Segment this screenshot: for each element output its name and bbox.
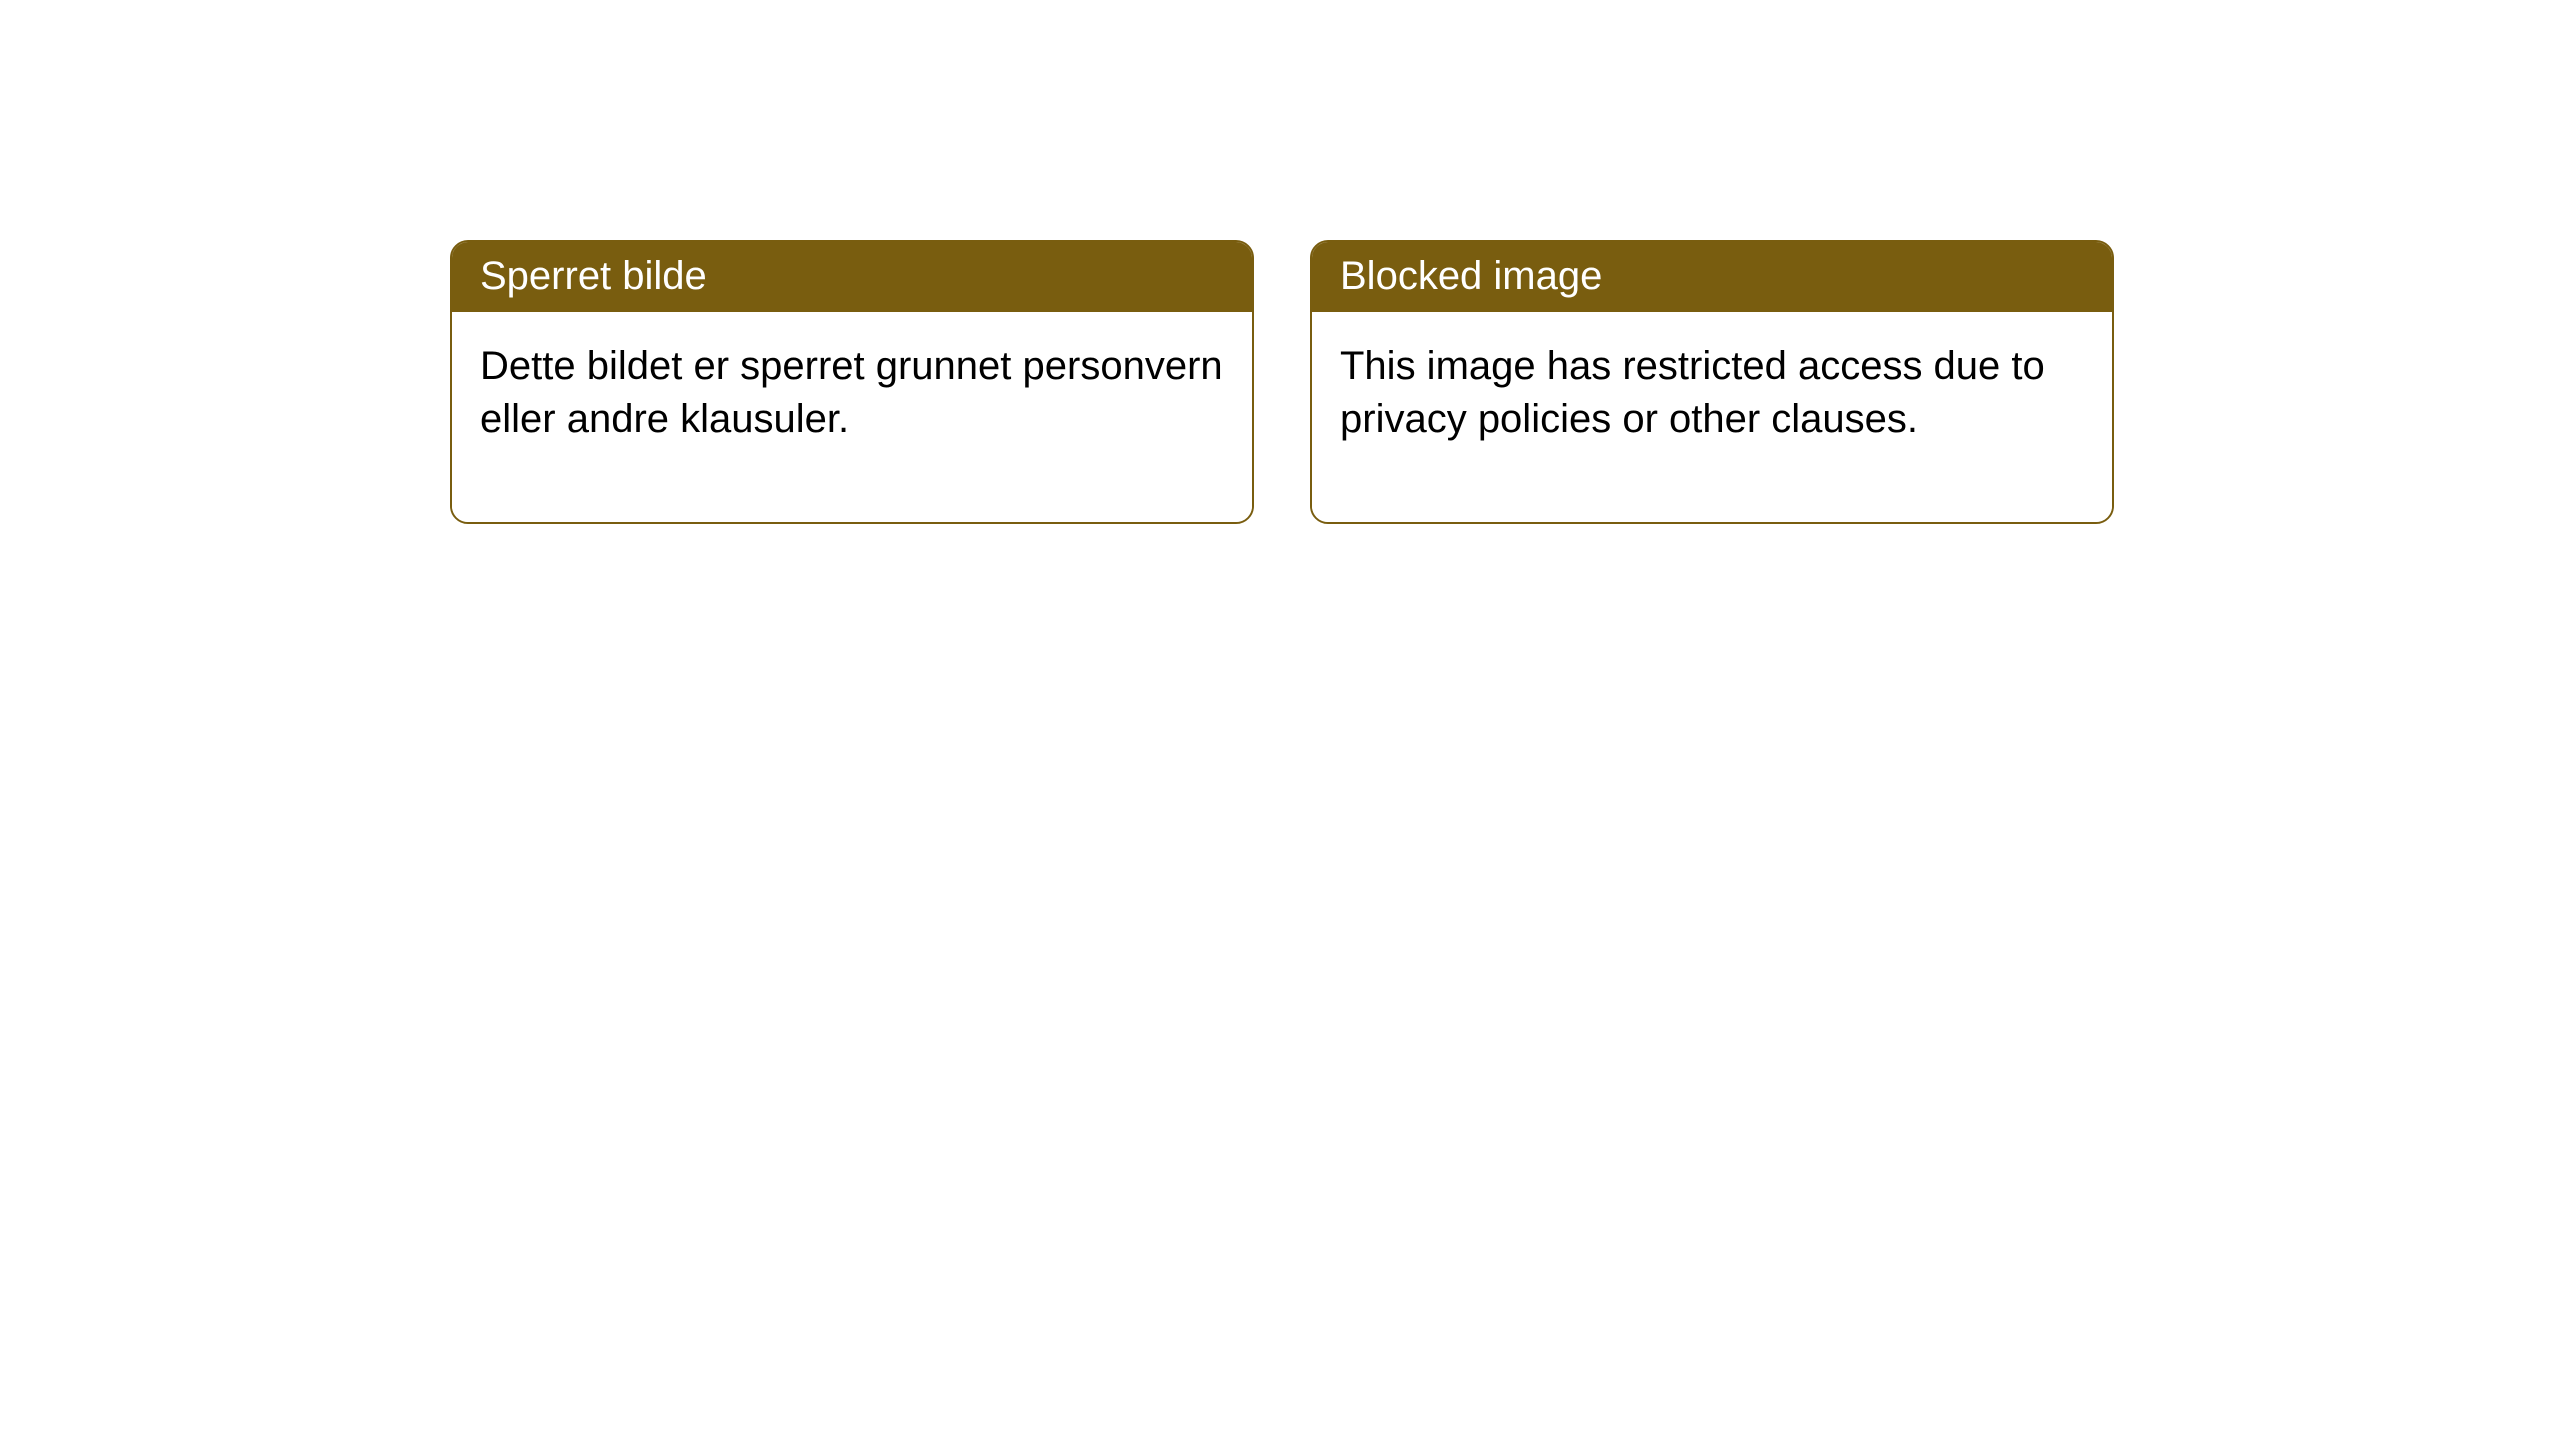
card-header: Sperret bilde xyxy=(452,242,1252,312)
card-body: Dette bildet er sperret grunnet personve… xyxy=(452,312,1252,522)
notice-card-container: Sperret bilde Dette bildet er sperret gr… xyxy=(0,0,2560,524)
blocked-image-card-en: Blocked image This image has restricted … xyxy=(1310,240,2114,524)
card-body: This image has restricted access due to … xyxy=(1312,312,2112,522)
card-header: Blocked image xyxy=(1312,242,2112,312)
blocked-image-card-no: Sperret bilde Dette bildet er sperret gr… xyxy=(450,240,1254,524)
